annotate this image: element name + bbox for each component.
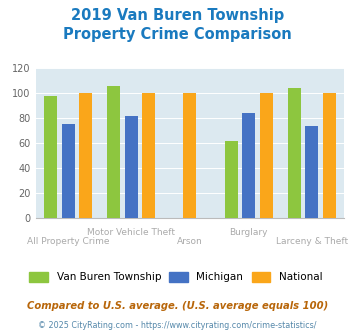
Text: 2019 Van Buren Township
Property Crime Comparison: 2019 Van Buren Township Property Crime C… <box>63 8 292 42</box>
Text: Larceny & Theft: Larceny & Theft <box>276 237 348 246</box>
Bar <box>79 93 92 218</box>
Bar <box>184 93 196 218</box>
Bar <box>125 116 138 218</box>
Bar <box>288 88 301 218</box>
Text: All Property Crime: All Property Crime <box>27 237 109 246</box>
Bar <box>107 86 120 218</box>
Legend: Van Buren Township, Michigan, National: Van Buren Township, Michigan, National <box>25 268 327 287</box>
Bar <box>44 96 57 218</box>
Text: Motor Vehicle Theft: Motor Vehicle Theft <box>87 228 175 237</box>
Bar <box>62 124 75 218</box>
Bar <box>225 142 238 218</box>
Text: Arson: Arson <box>177 237 203 246</box>
Bar <box>323 93 335 218</box>
Bar <box>260 93 273 218</box>
Bar <box>305 126 318 218</box>
Text: Burglary: Burglary <box>229 228 268 237</box>
Bar <box>242 113 255 218</box>
Bar <box>142 93 155 218</box>
Text: Compared to U.S. average. (U.S. average equals 100): Compared to U.S. average. (U.S. average … <box>27 301 328 311</box>
Text: © 2025 CityRating.com - https://www.cityrating.com/crime-statistics/: © 2025 CityRating.com - https://www.city… <box>38 321 317 330</box>
